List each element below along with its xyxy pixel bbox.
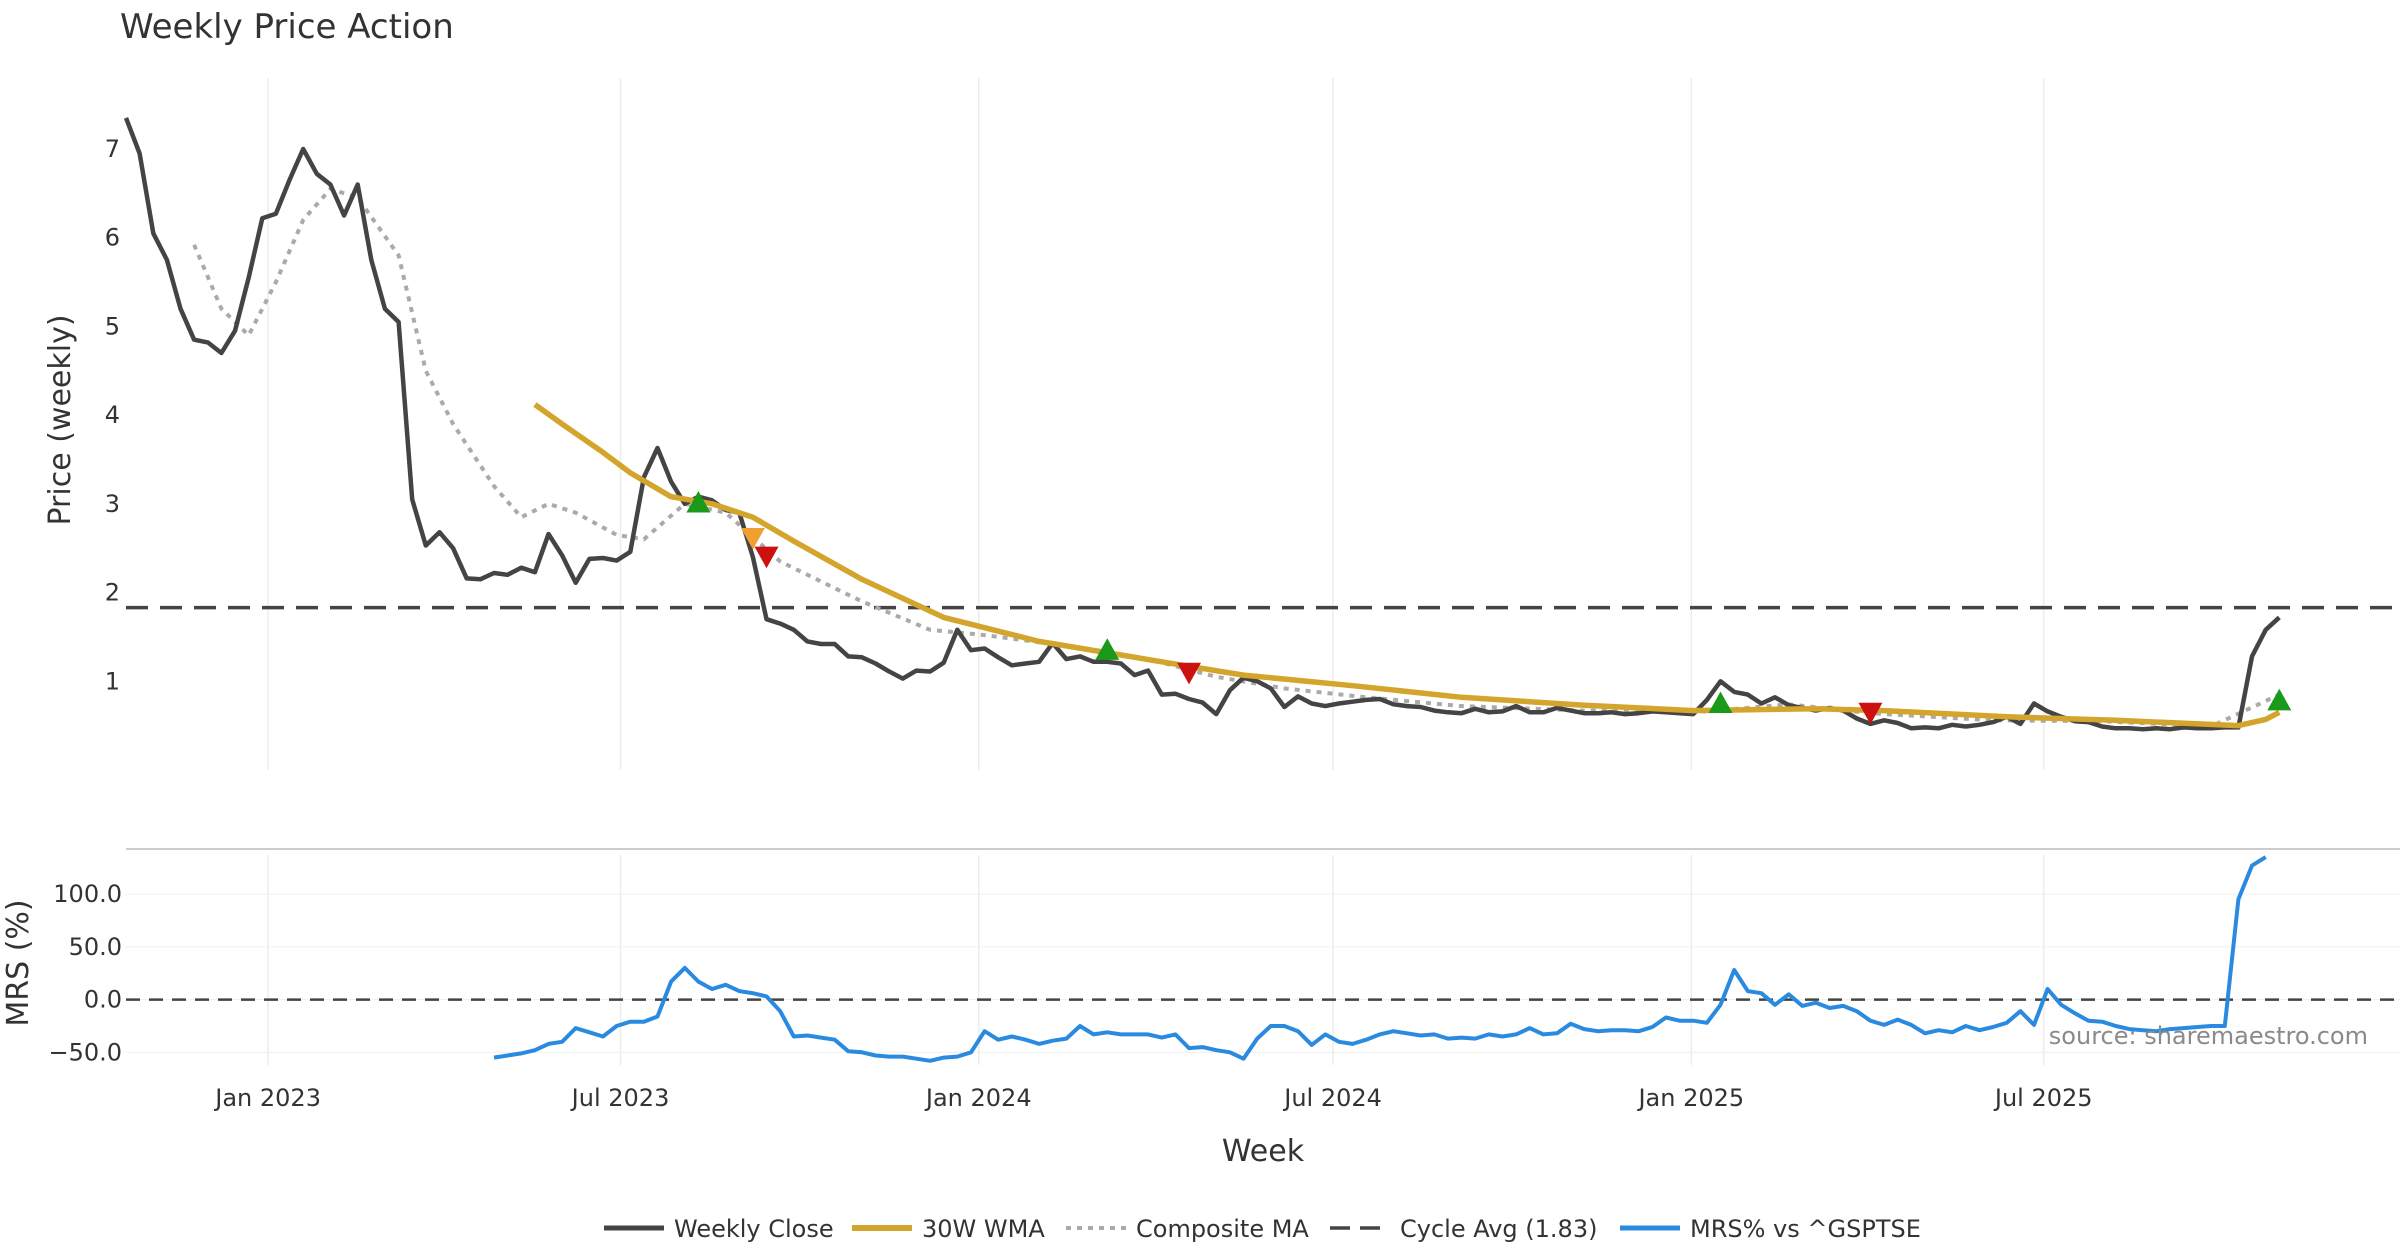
price-y-ticks: 1 2 3 4 5 6 7 xyxy=(105,135,120,695)
mrs-y-axis-title: MRS (%) xyxy=(1,899,36,1026)
composite-ma-line xyxy=(192,186,2281,729)
x-tick-label: Jul 2025 xyxy=(1993,1084,2093,1112)
price-y-tick-label: 6 xyxy=(105,224,120,252)
buy-signal-marker xyxy=(2267,688,2292,711)
price-series xyxy=(123,117,2400,732)
price-y-tick-label: 4 xyxy=(105,401,120,429)
legend: Weekly Close 30W WMA Composite MA Cycle Avg… xyxy=(604,1215,1921,1243)
sell-signal-marker xyxy=(1858,702,1883,725)
source-annotation: source: sharemaestro.com xyxy=(2049,1022,2368,1050)
weekly-close-line xyxy=(123,117,2281,732)
buy-signal-marker xyxy=(1095,638,1120,660)
legend-label: Weekly Close xyxy=(674,1215,834,1243)
price-y-tick-label: 2 xyxy=(105,579,120,607)
price-y-tick-label: 7 xyxy=(105,135,120,163)
price-y-axis-title: Price (weekly) xyxy=(43,314,78,525)
chart-title: Weekly Price Action xyxy=(120,7,454,47)
sell-signal-marker xyxy=(740,527,765,550)
wma-30w-line xyxy=(533,402,2281,729)
mrs-y-tick-label: −50.0 xyxy=(48,1038,122,1066)
sell-signal-marker xyxy=(754,546,779,569)
x-axis-title: Week xyxy=(1222,1134,1305,1169)
price-grid xyxy=(267,78,2045,770)
x-axis-ticks: Jan 2023 Jul 2023 Jan 2024 Jul 2024 Jan 2025… xyxy=(213,1084,2092,1112)
x-tick-label: Jan 2025 xyxy=(1636,1084,1744,1112)
signal-markers xyxy=(686,490,2292,725)
mrs-y-tick-label: 100.0 xyxy=(53,880,122,908)
buy-signal-marker xyxy=(686,490,711,513)
mrs-y-tick-label: 0.0 xyxy=(84,986,122,1014)
x-tick-label: Jan 2023 xyxy=(213,1084,321,1112)
x-tick-label: Jul 2024 xyxy=(1282,1084,1382,1112)
price-y-tick-label: 3 xyxy=(105,490,120,518)
x-tick-label: Jul 2023 xyxy=(570,1084,670,1112)
buy-signal-marker xyxy=(1708,691,1733,714)
mrs-series xyxy=(493,855,2267,1063)
mrs-y-ticks: 100.0 50.0 0.0 −50.0 xyxy=(48,880,122,1066)
legend-label: 30W WMA xyxy=(922,1215,1045,1243)
mrs-line xyxy=(493,855,2267,1063)
mrs-y-tick-label: 50.0 xyxy=(69,933,122,961)
mrs-grid xyxy=(126,855,2400,1065)
price-y-tick-label: 1 xyxy=(105,667,120,695)
x-tick-label: Jan 2024 xyxy=(924,1084,1032,1112)
sell-signal-marker xyxy=(1177,662,1202,685)
legend-label: Cycle Avg (1.83) xyxy=(1400,1215,1597,1243)
legend-label: MRS% vs ^GSPTSE xyxy=(1690,1215,1921,1243)
legend-label: Composite MA xyxy=(1136,1215,1309,1243)
price-y-tick-label: 5 xyxy=(105,312,120,340)
